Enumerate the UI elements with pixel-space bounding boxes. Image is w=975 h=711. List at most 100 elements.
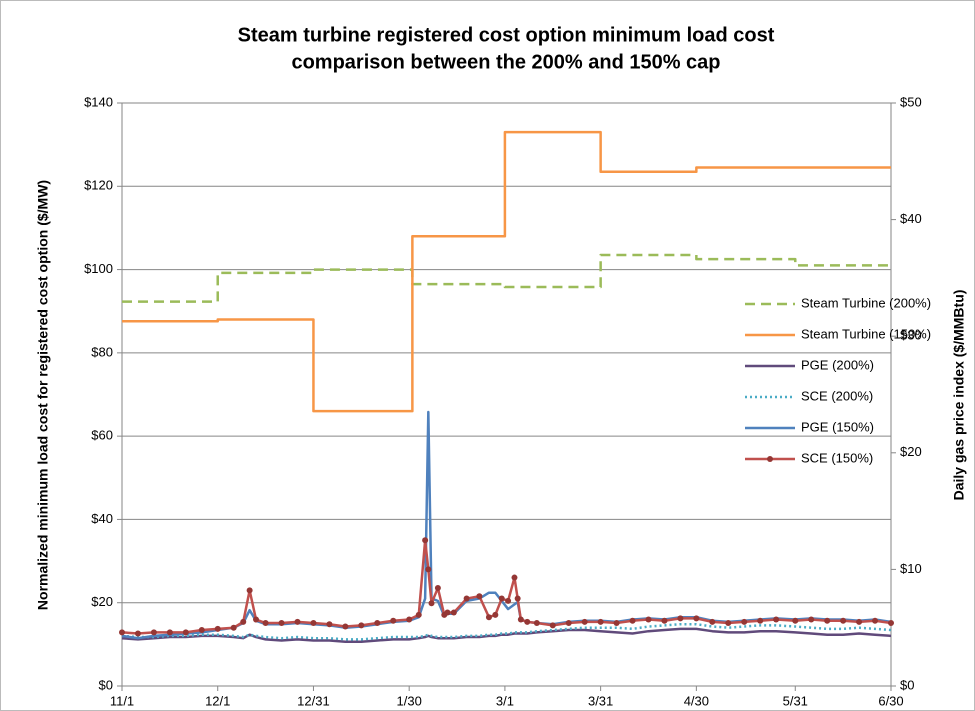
point-marker [214,625,221,632]
x-tick-label: 11/1 [110,693,134,708]
legend-label: Steam Turbine (150%) [801,326,931,341]
point-marker [294,618,301,625]
y2-tick-label: $20 [900,444,922,459]
point-marker [425,566,432,573]
x-tick-label: 1/30 [397,693,422,708]
point-marker [134,630,141,637]
point-marker [524,618,531,625]
point-marker [310,620,317,627]
point-marker [262,620,269,627]
x-tick-label: 12/31 [297,693,330,708]
y-tick-label: $140 [84,94,113,109]
x-tick-label: 12/1 [205,693,230,708]
point-marker [119,629,125,636]
point-marker [476,593,483,600]
y2-axis-label: Daily gas price index ($/MMBtu) [951,290,967,501]
point-marker [514,595,521,602]
series-line [121,627,892,643]
point-marker [709,618,716,625]
y-tick-label: $100 [84,261,113,276]
y-axis-label: Normalized minimum load cost for registe… [35,180,51,610]
y2-tick-label: $30 [900,328,922,343]
point-marker [888,620,894,627]
series-line [122,130,891,413]
point-marker [693,615,700,622]
point-marker [824,617,831,624]
point-marker [505,597,512,604]
point-marker [246,587,253,594]
point-marker [511,574,518,581]
point-marker [358,622,365,629]
legend-marker [767,456,773,462]
point-marker [422,537,429,544]
point-marker [872,617,879,624]
point-marker [597,618,604,625]
y-tick-label: $40 [91,511,113,526]
point-marker [773,616,780,623]
point-marker [406,616,413,623]
series-line [121,622,892,641]
point-marker [415,611,422,618]
legend-label: PGE (200%) [801,357,874,372]
point-marker [450,609,457,616]
y-tick-label: $60 [91,428,113,443]
x-tick-label: 3/1 [496,693,514,708]
point-marker [463,595,470,602]
chart-title: Steam turbine registered cost option min… [238,24,775,46]
point-marker [725,620,732,627]
x-tick-label: 3/31 [588,693,613,708]
y2-tick-label: $40 [900,211,922,226]
chart-title: comparison between the 200% and 150% cap [291,51,720,73]
point-marker [492,611,499,618]
point-marker [533,620,540,627]
legend-label: SCE (150%) [801,450,873,465]
point-marker [198,627,205,634]
point-marker [661,617,668,624]
point-marker [230,624,237,631]
point-marker [498,595,505,602]
point-marker [741,618,748,625]
x-tick-label: 6/30 [878,693,903,708]
point-marker [808,616,815,623]
point-marker [581,618,588,625]
series-line [122,253,891,303]
y-tick-label: $20 [91,594,113,609]
legend-label: PGE (150%) [801,419,874,434]
point-marker [342,623,349,630]
point-marker [434,585,441,592]
point-marker [166,629,173,636]
point-marker [374,620,381,627]
point-marker [444,609,451,616]
x-tick-label: 4/30 [684,693,709,708]
point-marker [390,617,397,624]
legend-label: SCE (200%) [801,388,873,403]
y2-tick-label: $10 [900,561,922,576]
point-marker [517,616,524,623]
point-marker [856,618,863,625]
point-marker [253,616,260,623]
legend-label: Steam Turbine (200%) [801,295,931,310]
point-marker [240,618,247,625]
y-tick-label: $120 [84,178,113,193]
point-marker [485,614,492,621]
point-marker [677,615,684,622]
point-marker [150,629,157,636]
y2-tick-label: $50 [900,94,922,109]
y-tick-label: $0 [99,677,113,692]
point-marker [428,600,435,607]
point-marker [645,616,652,623]
point-marker [326,621,333,628]
point-marker [757,617,764,624]
point-marker [613,620,620,627]
x-tick-label: 5/31 [783,693,808,708]
point-marker [182,629,189,636]
point-marker [629,617,636,624]
point-marker [840,617,847,624]
y-tick-label: $80 [91,344,113,359]
point-marker [565,620,572,627]
point-marker [549,622,556,629]
y2-tick-label: $0 [900,677,914,692]
point-marker [792,617,799,624]
